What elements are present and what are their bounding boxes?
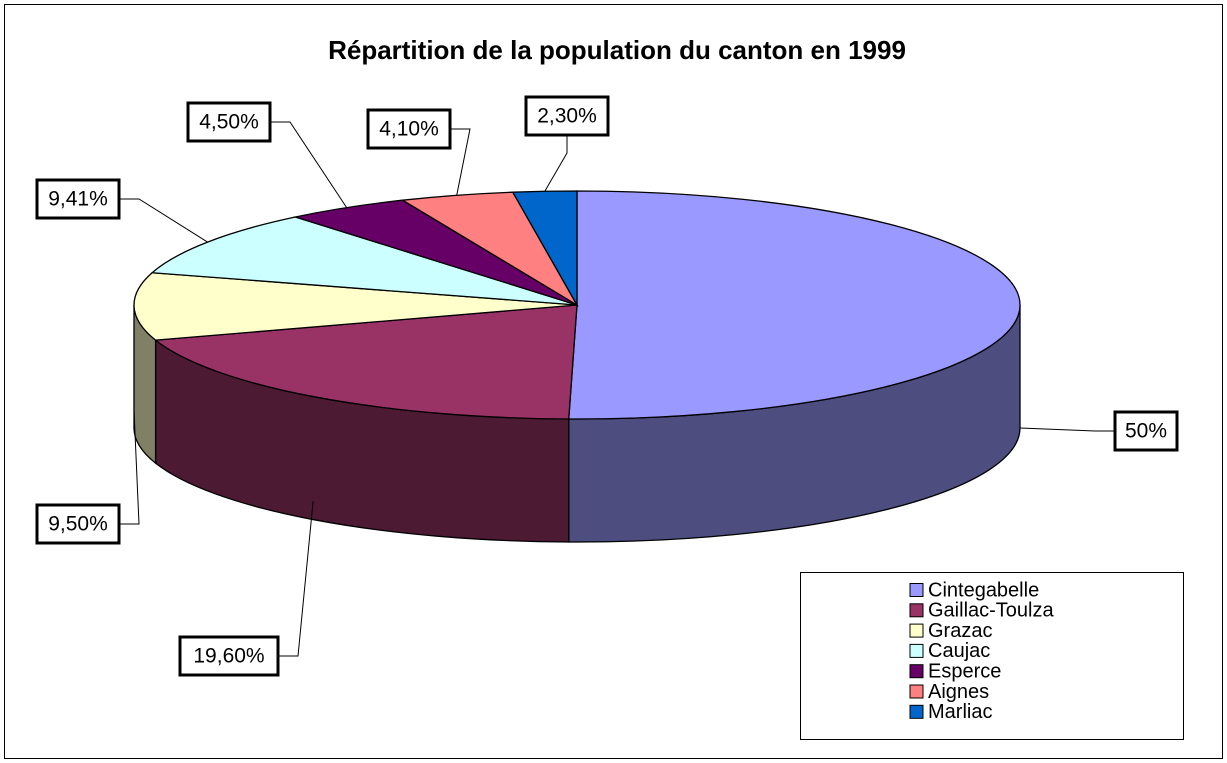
leader-line (270, 121, 348, 208)
data-label: 9,50% (48, 513, 108, 536)
leader-line (278, 501, 314, 657)
label-box (178, 635, 280, 677)
legend-swatch (909, 704, 924, 719)
legend-swatch (909, 664, 924, 679)
label-box (35, 178, 121, 220)
legend-swatch (909, 603, 924, 618)
leader-line (1019, 427, 1115, 432)
legend-label: Cintegabelle (928, 579, 1039, 601)
legend-label: Aignes (928, 681, 989, 703)
legend-swatch (909, 643, 924, 658)
legend-label: Gaillac-Toulza (928, 600, 1054, 622)
leader-line (119, 198, 208, 243)
pie-slice (133, 272, 578, 341)
label-box (1113, 410, 1179, 452)
pie-slice (568, 190, 1021, 420)
data-label: 4,50% (199, 111, 259, 134)
label-box (186, 101, 272, 143)
label-box (366, 108, 452, 150)
leader-line (450, 128, 471, 196)
legend-box (800, 572, 1184, 740)
label-box (35, 503, 121, 545)
legend-label: Grazac (928, 620, 992, 642)
legend-swatch (909, 623, 924, 638)
data-label: 50% (1125, 420, 1167, 443)
data-label: 9,41% (48, 188, 108, 211)
data-label: 4,10% (379, 118, 439, 141)
leader-line (119, 411, 140, 525)
legend-swatch (909, 684, 924, 699)
legend-label: Caujac (928, 640, 990, 662)
pie-slice (153, 304, 578, 420)
label-box (524, 95, 610, 137)
legend-swatch (909, 583, 924, 597)
chart-title: Répartition de la population du canton e… (328, 35, 906, 65)
data-label: 19,60% (193, 645, 264, 668)
pie-slice (150, 216, 578, 306)
legend-label: Esperce (928, 660, 1001, 682)
legend-label: Marliac (928, 701, 992, 723)
data-label: 2,30% (537, 105, 597, 128)
